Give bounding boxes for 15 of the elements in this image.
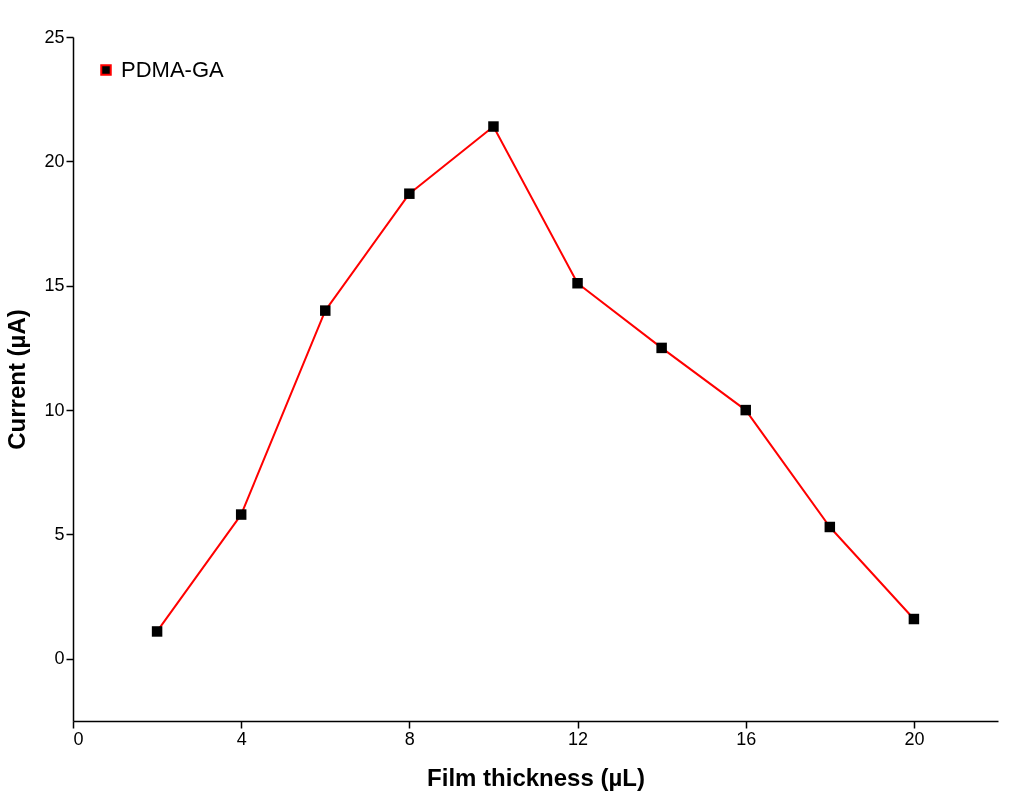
- y-tick-label: 10: [44, 399, 65, 420]
- y-tick-label: 0: [54, 648, 65, 669]
- y-tick-label: 20: [44, 150, 65, 171]
- x-tick-label: 12: [568, 728, 589, 749]
- x-axis-title: Film thickness (µL): [427, 763, 645, 791]
- x-tick-label: 4: [236, 728, 247, 749]
- x-tick-label: 8: [404, 728, 415, 749]
- y-axis-title: Current (µA): [3, 309, 31, 450]
- legend-label: PDMA-GA: [121, 57, 224, 82]
- y-tick-label: 5: [54, 523, 65, 544]
- y-tick-label: 15: [44, 275, 65, 296]
- x-tick-label: 16: [736, 728, 757, 749]
- x-tick-label: 0: [73, 728, 84, 749]
- x-tick-label: 20: [904, 728, 925, 749]
- y-tick-label: 25: [44, 26, 65, 47]
